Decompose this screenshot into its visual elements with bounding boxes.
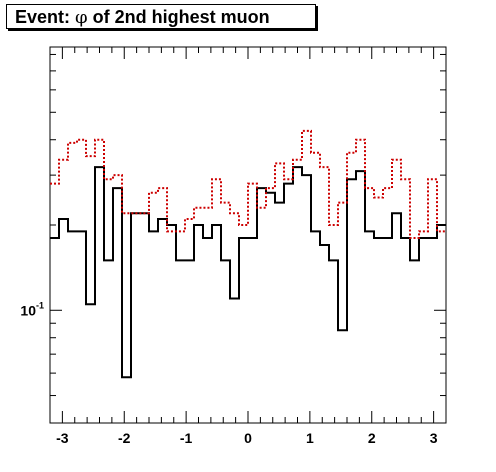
histogram-series-1	[50, 166, 446, 379]
x-tick-label: -1	[180, 430, 193, 446]
chart-title-suffix: of 2nd highest muon	[87, 7, 270, 27]
x-tick-label: 3	[430, 430, 438, 446]
histogram-series-2	[50, 129, 446, 239]
x-tick-label: 0	[244, 430, 252, 446]
chart-title-symbol: φ	[75, 7, 88, 28]
plot-frame	[49, 46, 447, 424]
x-tick-label: -3	[56, 430, 69, 446]
chart-title: Event: φ of 2nd highest muon	[6, 4, 316, 29]
x-tick-label: 2	[368, 430, 376, 446]
chart-title-prefix: Event:	[15, 7, 76, 27]
axis-ticks	[49, 47, 447, 424]
y-tick-label: 10-1	[20, 300, 44, 318]
axis-tick-labels: -3 -2 -1 0 1 2 3 10-1	[20, 300, 437, 446]
series-layer	[50, 129, 446, 379]
x-tick-label: -2	[118, 430, 131, 446]
x-tick-label: 1	[306, 430, 314, 446]
